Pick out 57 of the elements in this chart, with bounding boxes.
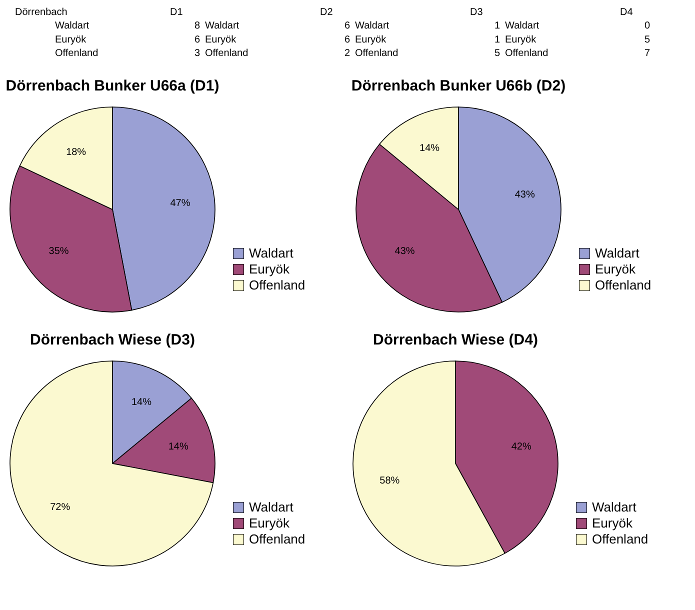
data-label: 8 xyxy=(194,20,200,32)
data-label: 47% xyxy=(170,198,190,210)
data-label: 42% xyxy=(511,442,532,453)
category-label: D3 xyxy=(470,6,484,18)
text: Euryök xyxy=(205,34,236,46)
data-label: 0 xyxy=(644,20,650,32)
data-label: 6 xyxy=(344,34,350,46)
text: Waldart xyxy=(505,20,540,32)
data-label: 1 xyxy=(494,34,500,46)
chart-title: Dörrenbach Bunker U66b (D2) xyxy=(351,77,566,94)
data-label: 58% xyxy=(380,475,400,486)
text: Offenland xyxy=(505,48,548,60)
chart-title: Dörrenbach Wiese (D3) xyxy=(30,331,195,348)
legend-label: Euryök xyxy=(249,516,290,530)
text: Euryök xyxy=(355,34,386,46)
data-label: 7 xyxy=(644,48,650,60)
chart-title: Dörrenbach Bunker U66a (D1) xyxy=(6,77,220,94)
data-label: 14% xyxy=(131,396,152,408)
pie-slice xyxy=(10,360,214,566)
legend-label: Waldart xyxy=(595,246,640,260)
data-label: 3 xyxy=(194,48,200,60)
data-label: 1 xyxy=(494,20,500,32)
data-label: 5 xyxy=(644,34,650,46)
text: Waldart xyxy=(205,20,240,32)
legend-label: Waldart xyxy=(592,500,637,514)
data-label: 18% xyxy=(66,147,86,158)
legend-label: Euryök xyxy=(249,262,290,276)
category-label: D4 xyxy=(620,6,634,18)
data-label: 43% xyxy=(394,246,415,258)
text: Offenland xyxy=(355,48,398,60)
data-label: 43% xyxy=(514,190,535,201)
legend-label: Offenland xyxy=(249,532,306,546)
data-label: 6 xyxy=(344,20,350,32)
legend-label: Euryök xyxy=(595,262,636,276)
legend-label: Offenland xyxy=(595,278,652,292)
text: Dörrenbach xyxy=(15,6,68,18)
data-label: 6 xyxy=(194,34,200,46)
legend-label: Waldart xyxy=(249,500,294,514)
legend-label: Waldart xyxy=(249,246,294,260)
legend-label: Euryök xyxy=(592,516,633,530)
data-label: 5 xyxy=(494,48,500,60)
text: Euryök xyxy=(55,34,88,46)
text: Waldart xyxy=(355,20,390,32)
category-label: D1 xyxy=(170,6,184,18)
data-label: 72% xyxy=(50,502,70,513)
legend-label: Offenland xyxy=(592,532,648,546)
category-label: D2 xyxy=(320,6,334,18)
text: Offenland xyxy=(55,48,98,60)
data-label: 2 xyxy=(344,48,350,60)
text: Offenland xyxy=(205,48,248,60)
data-label: 14% xyxy=(168,442,188,453)
text: Waldart xyxy=(55,20,90,32)
legend-label: Offenland xyxy=(249,278,306,292)
data-label: 35% xyxy=(48,246,69,258)
chart-title: Dörrenbach Wiese (D4) xyxy=(373,331,538,348)
data-label: 14% xyxy=(420,142,440,154)
text: Euryök xyxy=(505,34,536,46)
